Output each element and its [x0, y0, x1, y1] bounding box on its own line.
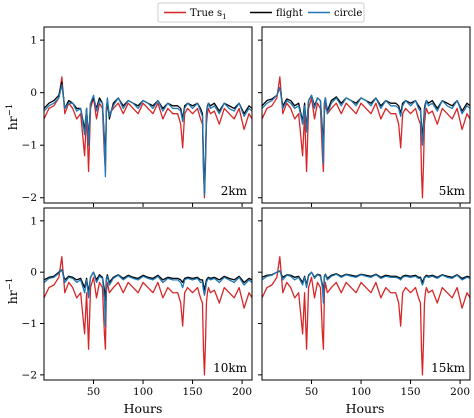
- y-tick-label-10km-0: 1: [30, 215, 37, 227]
- panel-frame-2km: [43, 26, 253, 204]
- y-tick-label-2km-0: 1: [30, 35, 37, 47]
- panel-2km: 1 0 −1 −2 2km: [22, 26, 253, 207]
- x-tick-label-10km-3: 200: [232, 386, 252, 398]
- y-axis-title-top: hr−1: [5, 104, 20, 131]
- x-axis-title-right: Hours: [346, 401, 385, 416]
- series-line-true-s1-15km: [262, 256, 470, 376]
- panel-15km: 50 100 150 200 15km: [258, 207, 471, 398]
- x-tick-label-15km-0: 50: [305, 386, 318, 398]
- series-line-true-s1-5km: [262, 76, 470, 199]
- x-tick-label-15km-1: 100: [351, 386, 371, 398]
- legend-label-flight: flight: [276, 8, 303, 19]
- series-line-flight-10km: [44, 268, 252, 302]
- x-tick-label-15km-3: 200: [450, 386, 470, 398]
- panel-frame-15km: [261, 207, 471, 381]
- series-line-circle-10km: [44, 268, 252, 327]
- legend: True s1 flight circle: [157, 2, 365, 23]
- series-line-flight-15km: [262, 270, 470, 294]
- y-tick-label-2km-2: −1: [22, 140, 37, 152]
- panel-10km: 1 0 −1 −2 50 100 150 200 10km: [22, 207, 253, 398]
- y-tick-label-2km-1: 0: [30, 87, 37, 99]
- x-axis-title-left: Hours: [124, 401, 163, 416]
- x-tick-label-15km-2: 150: [401, 386, 421, 398]
- y-tick-label-10km-1: 0: [30, 267, 37, 279]
- y-axis-title-bottom: hr−1: [5, 278, 20, 305]
- series-line-true-s1-2km: [44, 76, 252, 199]
- y-tick-label-10km-2: −1: [22, 318, 37, 330]
- y-tick-label-2km-3: −2: [22, 192, 37, 204]
- panel-label-2km: 2km: [221, 184, 248, 198]
- y-tick-label-10km-3: −2: [22, 369, 37, 381]
- x-tick-label-10km-1: 100: [133, 386, 153, 398]
- series-line-flight-2km: [44, 81, 252, 194]
- panel-label-10km: 10km: [213, 361, 248, 375]
- panel-label-5km: 5km: [439, 184, 466, 198]
- x-tick-label-10km-0: 50: [87, 386, 100, 398]
- panel-5km: 5km: [258, 26, 471, 207]
- legend-label-true-s1-subscript: 1: [222, 13, 226, 21]
- legend-label-circle: circle: [334, 8, 362, 19]
- series-line-circle-2km: [44, 84, 252, 196]
- panel-frame-10km: [43, 207, 253, 381]
- panel-label-15km: 15km: [431, 361, 466, 375]
- series-line-circle-5km: [262, 86, 470, 165]
- series-line-circle-15km: [262, 269, 470, 304]
- panel-frame-5km: [261, 26, 471, 204]
- x-tick-label-10km-2: 150: [183, 386, 203, 398]
- legend-label-true-s1: True s1: [190, 8, 227, 21]
- series-line-true-s1-10km: [44, 256, 252, 376]
